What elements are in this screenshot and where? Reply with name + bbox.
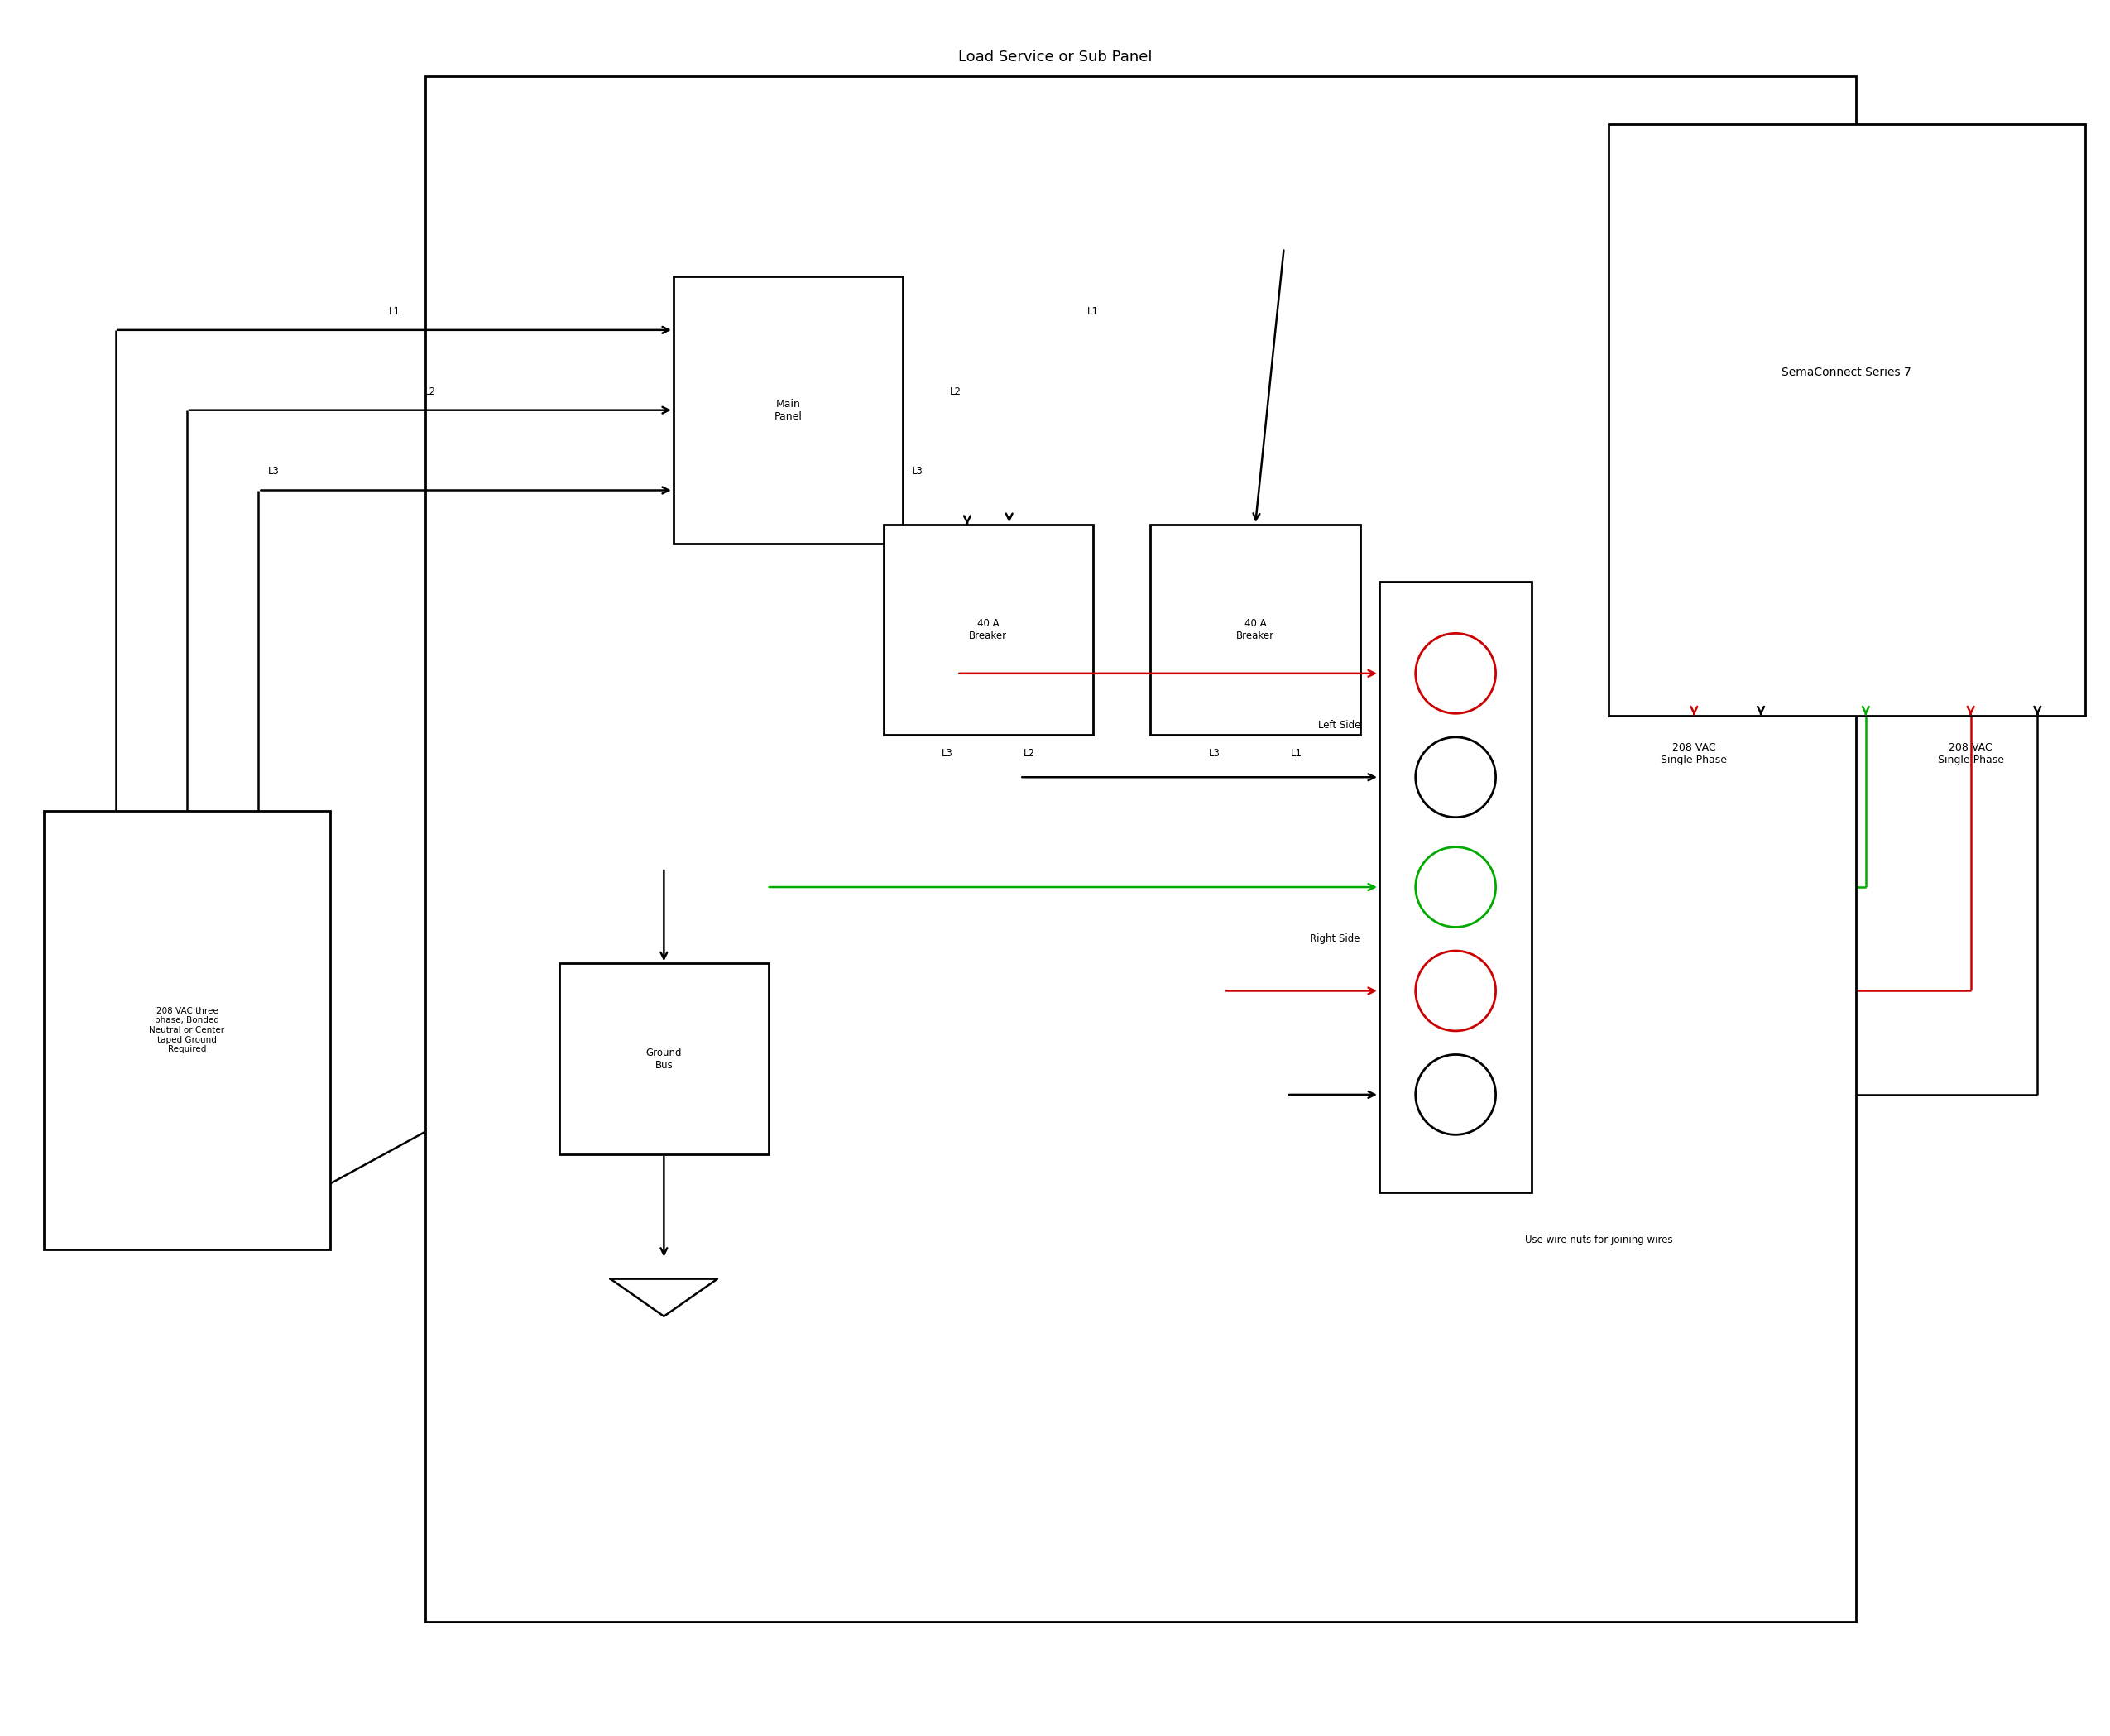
Bar (44, 811, 329, 1250)
Text: SemaConnect Series 7: SemaConnect Series 7 (1781, 366, 1912, 378)
Text: L2: L2 (949, 385, 962, 398)
Circle shape (1416, 634, 1496, 713)
Text: Use wire nuts for joining wires: Use wire nuts for joining wires (1526, 1234, 1673, 1245)
Text: 208 VAC
Single Phase: 208 VAC Single Phase (1661, 741, 1728, 766)
Text: 40 A
Breaker: 40 A Breaker (1236, 618, 1274, 641)
Text: L3: L3 (912, 467, 924, 477)
Text: Main
Panel: Main Panel (774, 399, 802, 422)
Bar (1608, 123, 2085, 715)
Text: L1: L1 (1087, 306, 1099, 316)
Text: 208 VAC three
phase, Bonded
Neutral or Center
taped Ground
Required: 208 VAC three phase, Bonded Neutral or C… (150, 1007, 224, 1054)
Circle shape (1416, 847, 1496, 927)
Bar (884, 524, 1093, 734)
Text: L3: L3 (1209, 748, 1220, 759)
Text: L2: L2 (1023, 748, 1036, 759)
Circle shape (1416, 738, 1496, 818)
Text: Ground
Bus: Ground Bus (646, 1047, 682, 1071)
Text: L1: L1 (388, 306, 401, 316)
Bar (426, 76, 1857, 1621)
Text: 208 VAC
Single Phase: 208 VAC Single Phase (1937, 741, 2004, 766)
Circle shape (1416, 1054, 1496, 1135)
Text: Right Side: Right Side (1310, 934, 1361, 944)
Text: Left Side: Left Side (1319, 720, 1361, 731)
Bar (673, 276, 903, 543)
Circle shape (1416, 951, 1496, 1031)
Text: 40 A
Breaker: 40 A Breaker (968, 618, 1006, 641)
Bar (1380, 582, 1532, 1193)
Bar (1150, 524, 1361, 734)
Text: L1: L1 (1291, 748, 1302, 759)
Text: Load Service or Sub Panel: Load Service or Sub Panel (958, 50, 1152, 64)
Text: L3: L3 (268, 467, 279, 477)
Bar (559, 963, 768, 1154)
Text: L2: L2 (424, 385, 437, 398)
Text: L3: L3 (941, 748, 954, 759)
